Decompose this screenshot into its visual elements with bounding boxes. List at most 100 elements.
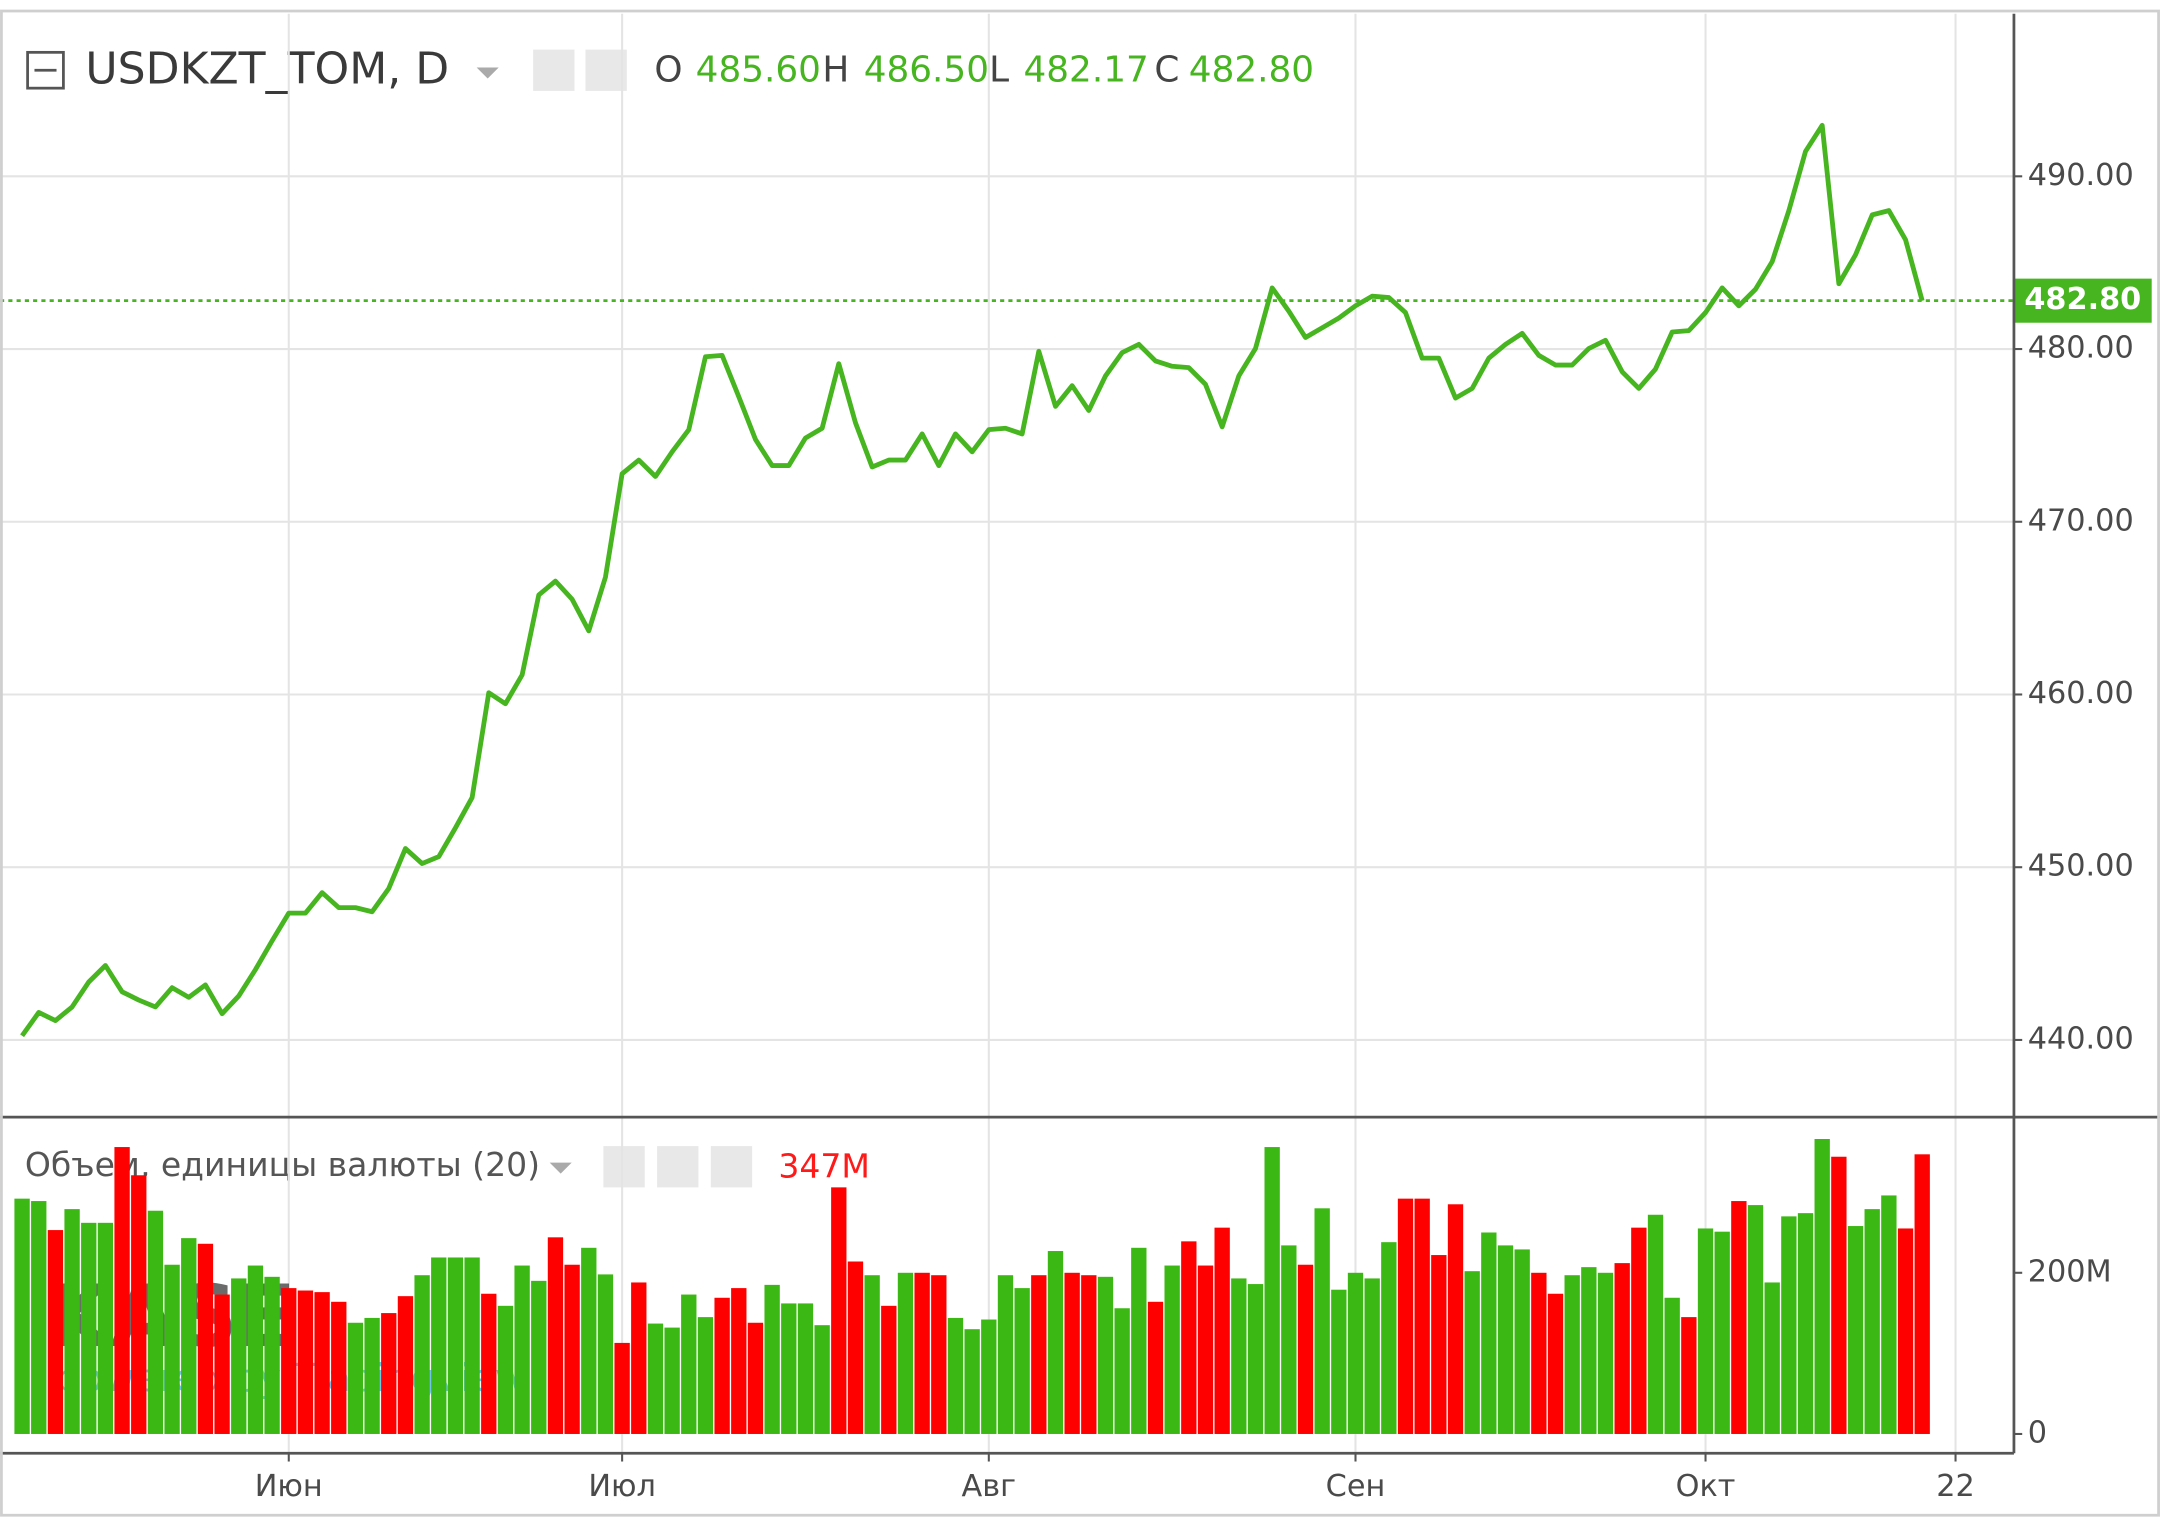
volume-bar <box>47 1230 64 1434</box>
last-price-label: 482.80 <box>2024 282 2141 317</box>
volume-bar <box>797 1303 814 1434</box>
volume-bar <box>1747 1205 1764 1434</box>
volume-bar <box>1681 1317 1697 1434</box>
volume-bar <box>1314 1208 1330 1434</box>
volume-bar <box>364 1317 380 1434</box>
volume-bar <box>1564 1275 1580 1434</box>
volume-bar <box>531 1280 547 1434</box>
outer-frame <box>0 9 2160 1517</box>
volume-bar <box>881 1305 897 1434</box>
volume-bar <box>497 1305 514 1434</box>
volume-bar <box>1381 1242 1397 1434</box>
last-price-box <box>2013 278 2152 323</box>
volume-bar <box>781 1303 797 1434</box>
volume-bar <box>1797 1213 1814 1434</box>
ohlc-key: O <box>654 50 682 91</box>
symbol-title: USDKZT_TOM, D <box>85 44 449 95</box>
y-tick-label: 460.00 <box>2028 676 2134 711</box>
volume-bar <box>947 1317 964 1434</box>
volume-visibility-button[interactable] <box>603 1146 645 1188</box>
volume-bar <box>581 1247 597 1434</box>
volume-bar <box>181 1238 197 1434</box>
volume-bar <box>1047 1251 1064 1434</box>
volume-bar <box>331 1301 347 1434</box>
volume-bar <box>664 1327 680 1434</box>
collapse-button[interactable] <box>26 50 65 90</box>
volume-bar <box>731 1288 747 1434</box>
volume-bar <box>514 1265 530 1434</box>
volume-menu[interactable] <box>549 1162 572 1174</box>
settings-button[interactable] <box>585 49 627 91</box>
volume-bar <box>1414 1198 1430 1434</box>
volume-settings-button[interactable] <box>657 1146 699 1188</box>
volume-bar <box>1897 1228 1914 1434</box>
ohlc-value: 482.17 <box>1024 50 1149 91</box>
volume-bar <box>1131 1247 1147 1434</box>
volume-bar <box>1264 1147 1280 1434</box>
volume-bar <box>1764 1282 1780 1434</box>
volume-bar <box>1497 1245 1514 1434</box>
volume-bar <box>1014 1288 1030 1434</box>
volume-bar <box>1814 1139 1830 1434</box>
volume-bar <box>314 1292 330 1434</box>
volume-close-button[interactable] <box>710 1146 753 1188</box>
volume-bar <box>631 1282 647 1434</box>
volume-bar <box>1064 1272 1080 1434</box>
volume-bar <box>1281 1245 1297 1434</box>
volume-bar <box>31 1201 47 1434</box>
volume-bar <box>1664 1297 1680 1434</box>
volume-bar <box>1647 1214 1664 1434</box>
volume-bar <box>997 1275 1014 1434</box>
y2-tick-label: 0 <box>2028 1415 2047 1450</box>
volume-bar <box>231 1278 247 1434</box>
x-tick-label: Июн <box>255 1469 323 1504</box>
volume-bar <box>1164 1265 1180 1434</box>
volume-bar <box>197 1243 214 1434</box>
volume-bar <box>1181 1241 1197 1434</box>
volume-bar <box>431 1257 447 1434</box>
symbol-menu[interactable] <box>476 67 499 79</box>
x-tick-label: Сен <box>1326 1469 1386 1504</box>
volume-bar <box>464 1257 480 1434</box>
volume-bar <box>597 1274 614 1434</box>
volume-value: 347M <box>778 1147 870 1186</box>
volume-bar <box>131 1175 147 1434</box>
x-tick-label: Авг <box>962 1469 1017 1504</box>
ohlc-value: 485.60 <box>696 50 821 91</box>
volume-bar <box>831 1187 847 1434</box>
volume-bar <box>1214 1227 1230 1434</box>
volume-bar <box>1831 1156 1847 1434</box>
volume-bar <box>481 1293 497 1434</box>
volume-bar <box>1581 1267 1597 1434</box>
y-tick-label: 440.00 <box>2028 1021 2134 1056</box>
volume-bar <box>281 1288 297 1434</box>
y-tick-label: 480.00 <box>2028 331 2134 366</box>
volume-bar <box>1631 1227 1647 1434</box>
volume-bar <box>1364 1278 1380 1434</box>
volume-bar <box>847 1261 864 1434</box>
volume-bar <box>81 1222 97 1434</box>
volume-bar <box>1431 1255 1447 1434</box>
volume-bar <box>1147 1301 1164 1434</box>
volume-bar <box>1331 1289 1347 1434</box>
volume-bar <box>1247 1284 1264 1434</box>
volume-bar <box>931 1275 947 1434</box>
y-tick-label: 470.00 <box>2028 503 2134 538</box>
volume-bar <box>1464 1271 1480 1434</box>
volume-bar <box>1347 1272 1364 1434</box>
x-tick-label: 22 <box>1936 1469 1975 1504</box>
visibility-button[interactable] <box>533 49 575 91</box>
volume-bar <box>1731 1201 1747 1434</box>
volume-bar <box>764 1284 780 1434</box>
volume-bar <box>1697 1228 1714 1434</box>
x-tick-label: Окт <box>1676 1469 1736 1504</box>
volume-bar <box>1081 1275 1097 1434</box>
y-tick-label: 490.00 <box>2028 158 2134 193</box>
volume-bar <box>114 1147 130 1434</box>
ohlc-value: 482.80 <box>1189 50 1314 91</box>
volume-bar <box>1114 1308 1130 1434</box>
volume-bar <box>897 1272 914 1434</box>
volume-bar <box>1531 1272 1547 1434</box>
volume-bar <box>347 1322 364 1434</box>
volume-bar <box>297 1290 314 1434</box>
